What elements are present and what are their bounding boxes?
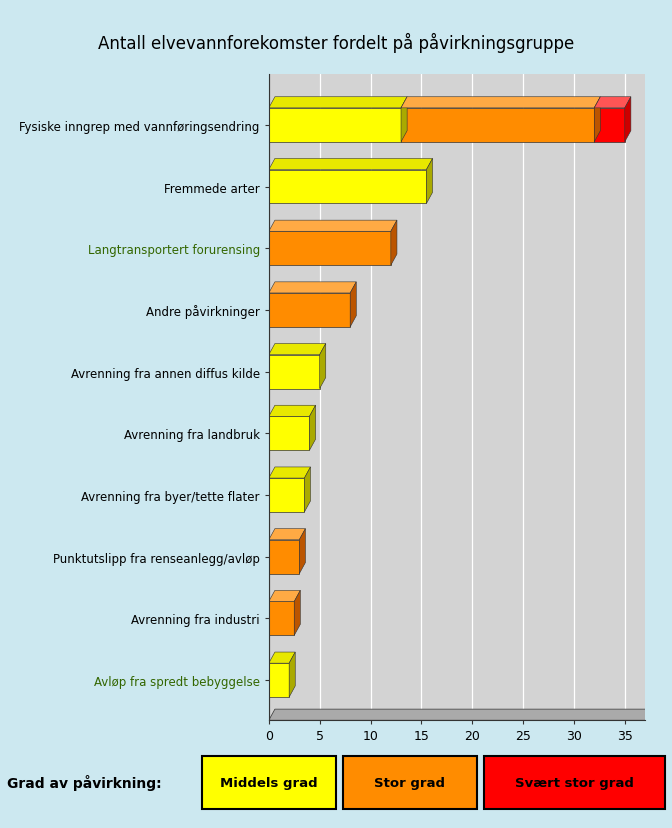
Polygon shape <box>625 98 631 142</box>
Polygon shape <box>269 282 356 294</box>
Polygon shape <box>269 221 397 232</box>
Text: Stor grad: Stor grad <box>374 776 446 789</box>
Polygon shape <box>299 529 305 574</box>
Bar <box>269 232 391 266</box>
Bar <box>269 171 427 205</box>
Polygon shape <box>294 590 300 636</box>
Bar <box>269 294 350 328</box>
Text: Grad av påvirkning:: Grad av påvirkning: <box>7 774 161 791</box>
Polygon shape <box>269 98 407 108</box>
FancyBboxPatch shape <box>484 757 665 808</box>
Polygon shape <box>594 98 600 142</box>
Polygon shape <box>304 467 310 513</box>
Polygon shape <box>310 406 316 450</box>
Polygon shape <box>350 282 356 328</box>
Polygon shape <box>269 590 300 602</box>
Bar <box>269 602 294 636</box>
Bar <box>594 108 625 142</box>
Polygon shape <box>269 710 651 720</box>
Polygon shape <box>269 344 326 355</box>
Polygon shape <box>427 159 433 205</box>
Polygon shape <box>401 98 407 142</box>
Bar <box>269 540 299 574</box>
Bar <box>269 108 401 142</box>
Bar <box>269 663 289 697</box>
Polygon shape <box>401 98 600 108</box>
Bar <box>401 108 594 142</box>
Polygon shape <box>320 344 326 389</box>
Polygon shape <box>269 159 433 171</box>
Text: Middels grad: Middels grad <box>220 776 318 789</box>
Polygon shape <box>269 652 295 663</box>
FancyBboxPatch shape <box>202 757 336 808</box>
Polygon shape <box>269 529 305 540</box>
Bar <box>269 355 320 389</box>
Polygon shape <box>594 98 631 108</box>
Polygon shape <box>391 221 397 266</box>
Bar <box>269 416 310 450</box>
Bar <box>269 479 304 513</box>
Polygon shape <box>269 406 316 416</box>
Polygon shape <box>269 467 310 479</box>
Text: Antall elvevannforekomster fordelt på påvirkningsgruppe: Antall elvevannforekomster fordelt på på… <box>98 33 574 53</box>
FancyBboxPatch shape <box>343 757 477 808</box>
Polygon shape <box>289 652 295 697</box>
Text: Svært stor grad: Svært stor grad <box>515 776 634 789</box>
